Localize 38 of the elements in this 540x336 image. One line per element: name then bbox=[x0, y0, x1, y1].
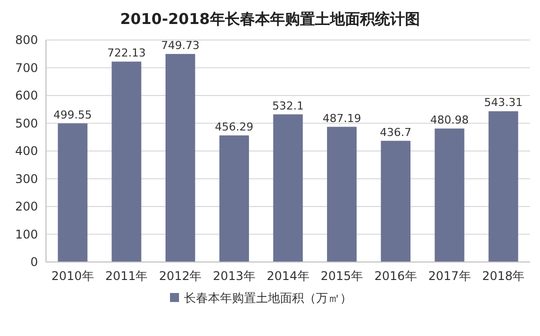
x-tick-label: 2018年 bbox=[482, 269, 525, 283]
data-label: 456.29 bbox=[214, 120, 254, 134]
bar bbox=[166, 54, 196, 262]
data-label: 749.73 bbox=[161, 38, 200, 52]
legend-label: 长春本年购置土地面积（万㎡） bbox=[184, 291, 352, 306]
y-tick-label: 300 bbox=[15, 172, 38, 186]
data-label: 480.98 bbox=[430, 114, 469, 127]
x-tick-label: 2017年 bbox=[428, 269, 471, 283]
bar bbox=[273, 114, 303, 262]
x-tick-label: 2016年 bbox=[374, 269, 417, 283]
x-tick-label: 2011年 bbox=[105, 269, 148, 283]
y-tick-label: 0 bbox=[30, 255, 38, 270]
y-tick-label: 500 bbox=[15, 116, 38, 130]
data-label: 499.55 bbox=[53, 108, 92, 122]
y-tick-label: 800 bbox=[15, 33, 38, 48]
data-label: 543.31 bbox=[484, 96, 523, 110]
x-tick-label: 2015年 bbox=[320, 269, 364, 283]
chart-title: 2010-2018年长春本年购置土地面积统计图 bbox=[120, 10, 420, 28]
data-label: 722.13 bbox=[107, 46, 146, 60]
bar bbox=[380, 140, 410, 262]
y-tick-label: 700 bbox=[15, 60, 38, 75]
y-tick-label: 600 bbox=[15, 88, 38, 103]
bar bbox=[219, 135, 249, 262]
bar bbox=[434, 128, 464, 262]
x-tick-label: 2010年 bbox=[51, 269, 94, 283]
data-label: 436.7 bbox=[380, 126, 412, 139]
x-tick-label: 2013年 bbox=[212, 269, 256, 283]
bar bbox=[327, 126, 357, 262]
y-tick-label: 100 bbox=[15, 227, 38, 242]
bar bbox=[488, 111, 518, 262]
y-tick-label: 400 bbox=[15, 144, 38, 158]
x-tick-label: 2014年 bbox=[266, 269, 310, 283]
bar bbox=[58, 123, 88, 262]
data-label: 487.19 bbox=[322, 112, 362, 125]
data-label: 532.1 bbox=[272, 99, 304, 112]
x-tick-label: 2012年 bbox=[159, 269, 202, 283]
y-tick-label: 200 bbox=[15, 200, 38, 214]
bar bbox=[112, 62, 142, 262]
